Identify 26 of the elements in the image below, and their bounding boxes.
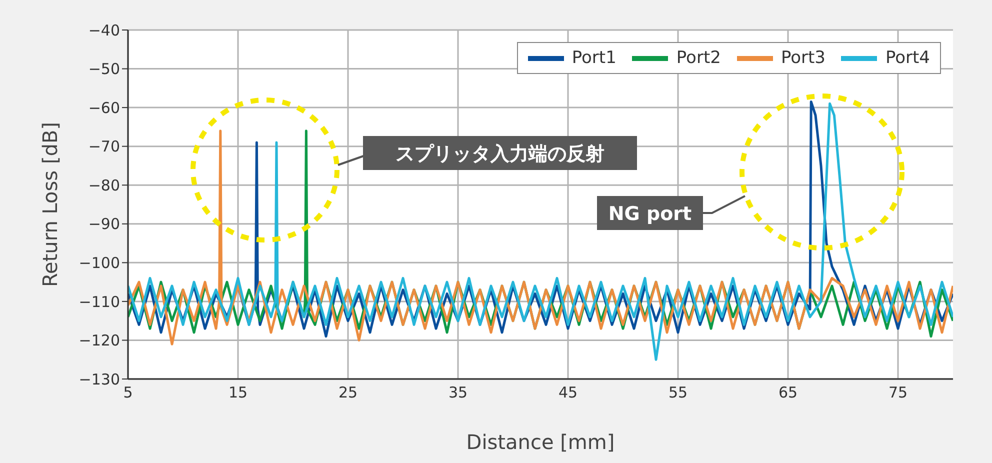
y-axis-title: Return Loss [dB] bbox=[38, 122, 62, 287]
x-tick-label: 65 bbox=[778, 384, 798, 402]
x-tick-label: 55 bbox=[668, 384, 688, 402]
x-axis-title: Distance [mm] bbox=[466, 430, 615, 454]
y-tick-label: −60 bbox=[88, 98, 120, 117]
legend-label: Port3 bbox=[780, 48, 826, 68]
y-tick-label: −130 bbox=[78, 370, 120, 388]
y-tick-label: −90 bbox=[88, 215, 120, 234]
y-tick-label: −40 bbox=[88, 21, 120, 40]
y-tick-label: −70 bbox=[88, 138, 120, 156]
y-tick-label: −50 bbox=[88, 60, 120, 78]
annotation: NG port bbox=[608, 203, 692, 225]
y-tick-label: −80 bbox=[88, 176, 120, 194]
x-tick-label: 5 bbox=[123, 384, 133, 402]
legend-label: Port1 bbox=[570, 48, 616, 68]
x-tick-label: 75 bbox=[888, 384, 908, 402]
y-tick-label: −100 bbox=[78, 254, 120, 272]
y-tick-label: −120 bbox=[78, 332, 120, 350]
legend-label: Port4 bbox=[884, 48, 930, 68]
legend-label: Port2 bbox=[675, 48, 721, 68]
x-tick-label: 45 bbox=[558, 384, 578, 402]
x-tick-label: 35 bbox=[448, 384, 468, 402]
x-tick-label: 15 bbox=[228, 384, 248, 402]
annotation: スプリッタ入力端の反射 bbox=[396, 143, 604, 165]
y-tick-label: −110 bbox=[78, 292, 120, 311]
x-tick-label: 25 bbox=[338, 384, 358, 402]
